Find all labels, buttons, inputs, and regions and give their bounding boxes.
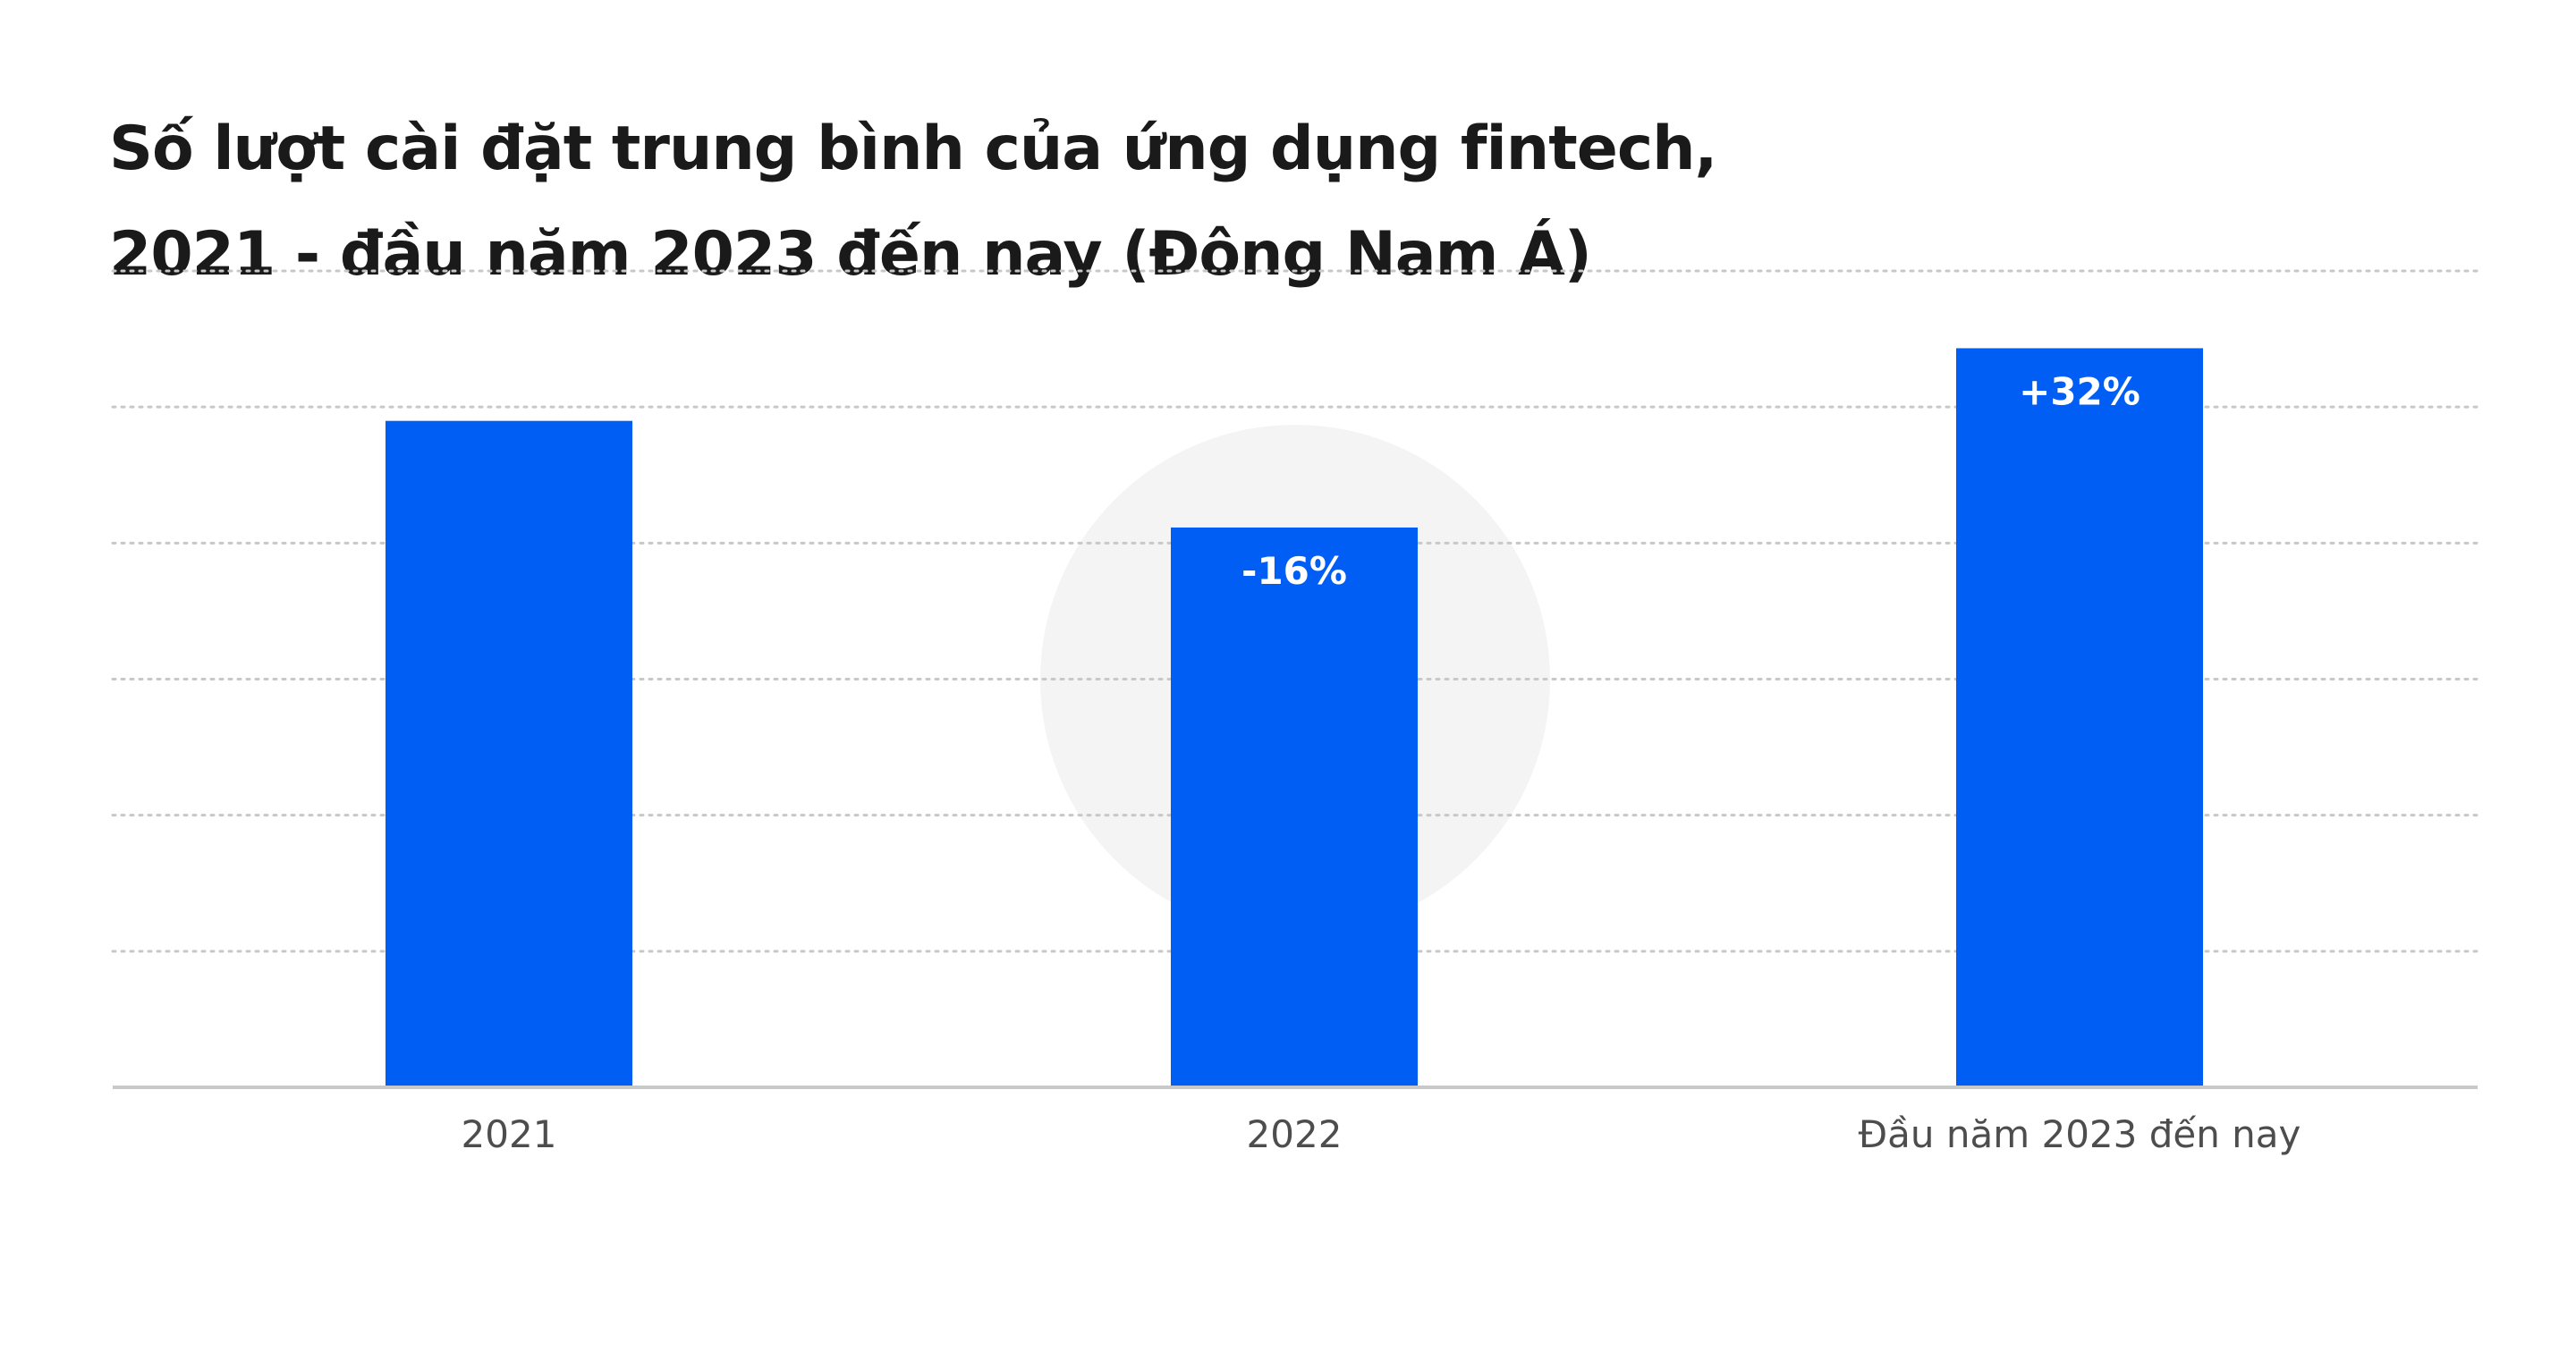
- labels: 2021 -16% 2022 +32% Đầu năm 2023 đến nay: [462, 369, 2301, 1156]
- bar-3: [1956, 348, 2203, 1087]
- bar-2: [1171, 527, 1418, 1087]
- x-tick-label-1: 2021: [462, 1112, 557, 1156]
- x-tick-label-3: Đầu năm 2023 đến nay: [1859, 1112, 2301, 1156]
- data-label-3: +32%: [2019, 369, 2140, 413]
- x-tick-label-2: 2022: [1247, 1112, 1343, 1156]
- data-label-2: -16%: [1241, 549, 1347, 593]
- chart-title-line-1: Số lượt cài đặt trung bình của ứng dụng …: [109, 114, 1717, 184]
- chart-title-line-2: 2021 - đầu năm 2023 đến nay (Đông Nam Á): [109, 219, 1592, 290]
- chart-title: Số lượt cài đặt trung bình của ứng dụng …: [109, 97, 2256, 308]
- bar-1: [386, 420, 632, 1088]
- bars: [386, 348, 2203, 1088]
